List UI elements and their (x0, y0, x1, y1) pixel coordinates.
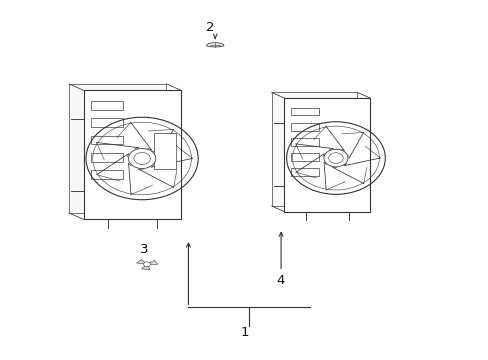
Polygon shape (142, 264, 150, 269)
Polygon shape (69, 84, 166, 213)
Polygon shape (284, 98, 369, 212)
Circle shape (143, 262, 150, 267)
Polygon shape (83, 90, 181, 220)
Polygon shape (147, 260, 158, 264)
Polygon shape (206, 43, 224, 47)
Polygon shape (154, 134, 176, 169)
Text: 2: 2 (206, 21, 214, 34)
Circle shape (323, 149, 347, 167)
Text: 1: 1 (240, 326, 248, 339)
Polygon shape (136, 260, 147, 264)
Polygon shape (271, 93, 357, 206)
Text: 4: 4 (275, 274, 284, 287)
Circle shape (128, 148, 156, 168)
Text: 3: 3 (140, 243, 148, 256)
